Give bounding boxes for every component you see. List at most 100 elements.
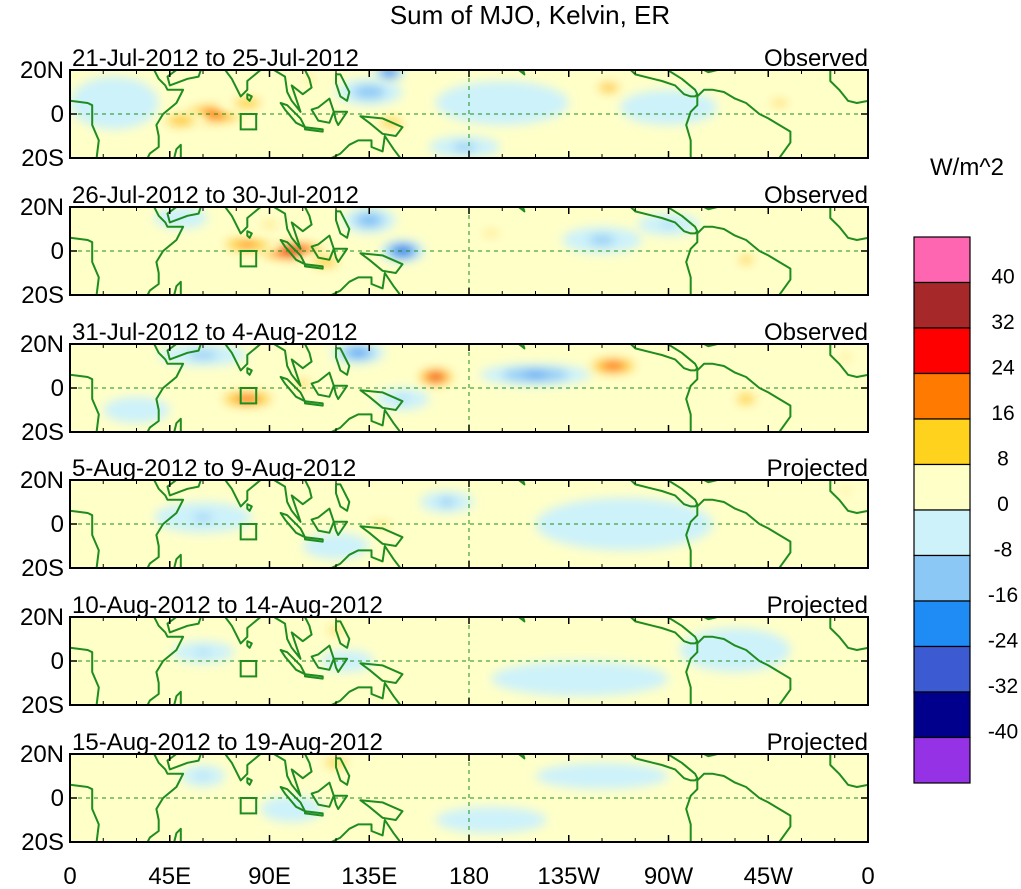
colorbar-tick-label: -16 <box>988 584 1018 607</box>
y-tick-label: 0 <box>51 101 64 128</box>
anomaly-contour <box>193 514 213 521</box>
coastline <box>685 498 792 568</box>
y-tick-label: 0 <box>51 375 64 402</box>
x-tick-label: 0 <box>63 863 76 889</box>
coastline <box>629 480 699 508</box>
coastline <box>219 70 262 98</box>
coastline <box>70 480 185 568</box>
coastline <box>246 93 253 102</box>
y-tick-label: 20S <box>21 829 64 856</box>
y-tick-label: 20S <box>21 419 64 446</box>
anomaly-center <box>302 532 370 560</box>
anomaly-center <box>391 532 503 560</box>
y-tick-label: 20N <box>20 604 64 631</box>
coastline <box>629 344 699 372</box>
panel-4: 20N 0 20S 5-Aug-2012 to 9-Aug-2012 Projected <box>20 455 869 582</box>
anomaly-contour <box>386 70 393 75</box>
coastline <box>359 662 404 684</box>
anomaly-contour <box>435 81 569 125</box>
panel-3: 20N 0 20S 31-Jul-2012 to 4-Aug-2012 Observed <box>20 319 869 446</box>
coastline <box>685 88 792 158</box>
coastline <box>272 207 313 250</box>
anomaly-contour <box>260 795 323 823</box>
anomaly-contour <box>435 806 547 834</box>
coastline <box>319 272 402 295</box>
coastline <box>246 503 253 512</box>
panel-period: 31-Jul-2012 to 4-Aug-2012 <box>72 319 358 346</box>
y-tick-label: 20N <box>20 331 64 358</box>
coastline <box>332 657 349 673</box>
y-tick-label: 0 <box>51 238 64 265</box>
coastline <box>272 70 313 113</box>
coastlines <box>70 70 868 158</box>
coastline <box>359 525 404 547</box>
x-axis: 0 45E 90E 135E 180 135W 90W 45W 0 <box>63 863 874 889</box>
anomaly-contour <box>196 650 210 655</box>
coastline <box>685 362 792 432</box>
anomaly-contour <box>198 773 208 779</box>
colorbar-tick-label: 8 <box>997 448 1009 471</box>
colorbar: W/m^2 40 32 24 16 8 0 -8 -16 -24 -32 -40 <box>913 154 1018 784</box>
coastlines <box>70 207 868 295</box>
anomaly-center <box>420 491 474 513</box>
coastline <box>335 210 351 239</box>
colorbar-swatch <box>913 509 971 557</box>
y-tick-label: 20N <box>20 194 64 221</box>
anomaly-contour <box>368 521 392 527</box>
coastline <box>703 207 719 211</box>
coastline <box>335 73 351 102</box>
anomaly-contour <box>366 218 373 223</box>
coastline <box>272 754 313 797</box>
anomaly-center <box>413 366 458 388</box>
coastline <box>332 520 349 536</box>
anomaly-contour <box>402 98 447 121</box>
coastline <box>685 635 792 705</box>
anomaly-contour <box>524 372 547 377</box>
coastline <box>173 690 182 705</box>
coastlines <box>70 754 868 842</box>
x-tick-label: 135E <box>341 863 397 889</box>
coastline <box>629 207 699 235</box>
colorbar-units: W/m^2 <box>930 154 1004 181</box>
coastline <box>304 263 324 270</box>
colorbar-tick-label: -40 <box>988 721 1018 744</box>
anomaly-field <box>180 754 791 834</box>
anomaly-center <box>358 669 447 697</box>
anomaly-center <box>171 641 235 664</box>
y-tick-label: 0 <box>51 511 64 538</box>
anomaly-center <box>435 806 547 834</box>
anomaly-center <box>451 224 532 243</box>
coastline <box>70 617 185 705</box>
colorbar-tick-label: -8 <box>994 539 1013 562</box>
coastline <box>246 777 253 786</box>
coastline <box>629 754 699 782</box>
anomaly-contour <box>103 396 170 424</box>
coastline <box>629 70 699 98</box>
anomaly-contour <box>483 231 500 236</box>
anomaly-center <box>402 98 447 121</box>
panel-status: Projected <box>767 455 868 482</box>
panel-5: 20N 0 20S 10-Aug-2012 to 14-Aug-2012 Project… <box>20 592 869 719</box>
coastline <box>70 344 185 432</box>
coastline <box>319 409 402 432</box>
anomaly-contour <box>452 143 477 151</box>
anomaly-center <box>723 246 769 273</box>
anomaly-center <box>180 765 226 787</box>
coastline <box>335 347 351 376</box>
coastline <box>173 280 182 295</box>
colorbar-swatch <box>913 554 971 602</box>
anomaly-field <box>171 619 791 697</box>
coastlines <box>70 344 868 432</box>
coastline <box>319 545 402 568</box>
y-tick-label: 20N <box>20 467 64 494</box>
coastline <box>246 367 253 376</box>
coastline <box>829 70 868 104</box>
coastline <box>166 207 202 224</box>
anomaly-center <box>103 396 170 424</box>
anomaly-center <box>679 791 791 827</box>
colorbar-swatch <box>913 236 971 284</box>
anomaly-center <box>679 628 791 672</box>
coastline <box>219 480 262 508</box>
coastline <box>304 400 324 407</box>
